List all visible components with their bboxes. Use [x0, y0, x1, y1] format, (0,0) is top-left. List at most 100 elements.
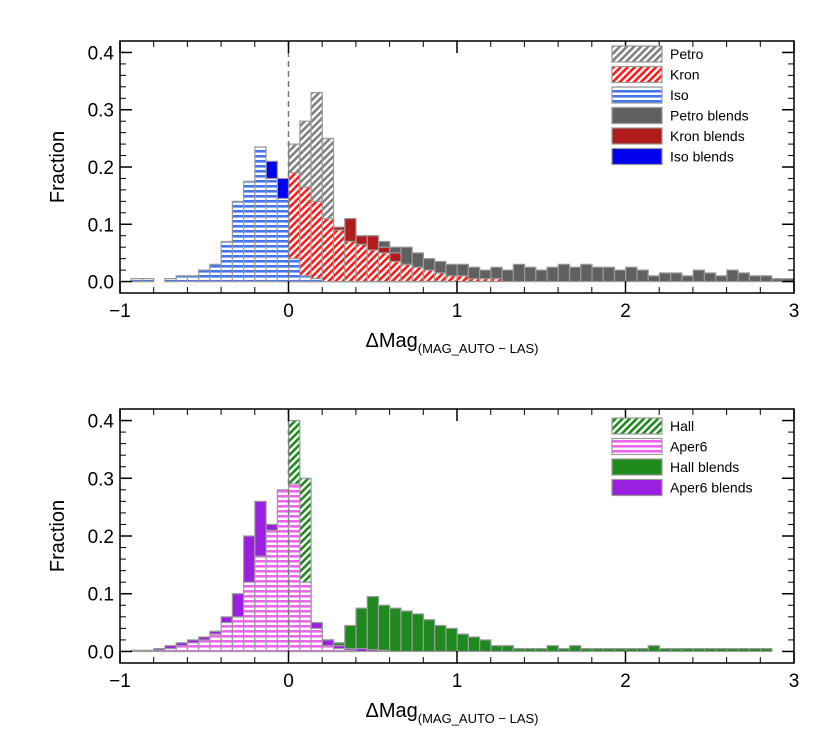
hist-bar: [198, 639, 211, 653]
y-tick-label: 0.4: [88, 43, 115, 64]
hist-bar: [591, 647, 604, 653]
hist-bar: [490, 645, 503, 653]
hist-bar: [467, 278, 481, 283]
hist-bar: [400, 610, 413, 653]
hist-bar: [141, 649, 155, 653]
hist-bar: [580, 263, 593, 283]
x-axis-label-sub: (MAG_AUTO − LAS): [418, 341, 539, 356]
legend-swatch-hall-blends: [611, 458, 663, 476]
hist-bar: [546, 266, 559, 283]
hist-bar: [512, 263, 526, 283]
hist-bar: [512, 647, 526, 653]
legend-label-hall: Hall: [670, 418, 694, 434]
legend-label-aper6: Aper6: [670, 439, 708, 455]
hist-bar: [523, 266, 537, 283]
hist-bar: [377, 604, 391, 653]
hist-bar: [647, 275, 661, 283]
y-axis-label: Fraction: [47, 131, 69, 203]
legend-label-petro: Petro: [670, 46, 704, 62]
hist-bar: [737, 647, 750, 653]
y-tick-label: 0.3: [88, 469, 114, 490]
hist-bar: [355, 647, 368, 653]
series-iso: [130, 146, 323, 283]
x-axis-label-main: ΔMag: [365, 330, 417, 352]
hist-bar: [602, 647, 616, 653]
hist-bar: [299, 581, 312, 653]
hist-bar: [299, 275, 312, 283]
hist-bar: [568, 266, 582, 283]
hist-bar: [658, 647, 672, 653]
hist-bar: [602, 266, 616, 283]
hist-bar: [355, 243, 368, 283]
hist-bar: [501, 269, 514, 283]
x-tick-label: 0: [283, 301, 294, 322]
hist-bar: [310, 200, 323, 283]
hist-bar: [748, 647, 762, 653]
hist-bar: [254, 555, 267, 653]
hist-bar: [445, 275, 458, 283]
hist-bar: [231, 200, 245, 283]
hist-bar: [625, 647, 638, 653]
hist-bar: [670, 272, 683, 283]
y-tick-label: 0.0: [88, 273, 114, 294]
hist-bar: [726, 647, 739, 653]
x-tick-label: 1: [452, 671, 463, 692]
hist-bar: [141, 278, 155, 283]
hist-bar: [625, 266, 638, 283]
x-tick-label: 2: [620, 301, 631, 322]
hist-bar: [737, 272, 750, 283]
hist-bar: [580, 647, 593, 653]
hist-bar: [209, 633, 222, 653]
legend-swatch-iso: [611, 86, 663, 104]
hist-bar: [265, 529, 278, 653]
legend-swatch-aper6: [611, 437, 663, 456]
hist-bar: [760, 275, 773, 283]
hist-bar: [276, 489, 290, 653]
hist-bar: [243, 581, 256, 653]
hist-bar: [692, 269, 706, 283]
series-aper6: [153, 483, 357, 653]
hist-bar: [568, 645, 582, 653]
hist-bar: [209, 263, 222, 283]
y-tick-label: 0.1: [88, 585, 114, 606]
hist-bar: [760, 647, 773, 653]
hist-bar: [479, 639, 492, 653]
hist-bar: [299, 186, 312, 283]
hist-bar: [557, 647, 571, 653]
legend-label-kron: Kron: [670, 67, 700, 83]
hist-bar: [456, 633, 470, 653]
hist-bar: [344, 624, 357, 653]
hist-bar: [332, 229, 346, 283]
hist-bar: [434, 272, 447, 283]
bottom-panel: −1 0 1 2 3 0.0 0.1 0.2 0.3 0.4 ΔMag(MAG_AUTO − LAS…: [47, 408, 800, 726]
legend-label-aper6-blends: Aper6 blends: [670, 480, 753, 496]
hist-bar: [726, 269, 739, 283]
top-panel: −1 0 1 2 3 0.0 0.1 0.2 0.3 0.4 ΔMag(MAG_AUTO − LAS…: [47, 40, 800, 356]
hist-bar: [355, 607, 368, 653]
hist-bar: [456, 275, 470, 283]
hist-bar: [670, 647, 683, 653]
y-tick-label: 0.1: [88, 215, 114, 236]
hist-bar: [389, 260, 402, 283]
hist-bar: [377, 649, 391, 653]
legend-swatch-aper6-blends: [611, 478, 663, 497]
x-tick-label: 3: [789, 671, 800, 692]
hist-bar: [535, 647, 548, 653]
legend-swatch-kron-blends: [611, 127, 663, 145]
hist-bar: [636, 647, 649, 653]
hist-bar: [479, 278, 492, 283]
hist-bar: [445, 627, 458, 653]
hist-bar: [265, 177, 278, 283]
hist-bar: [636, 269, 649, 283]
series-hall-blends: [299, 596, 773, 653]
hist-bar: [591, 266, 604, 283]
hist-bar: [377, 252, 391, 283]
hist-bar: [344, 240, 357, 283]
legend-label-kron-blends: Kron blends: [670, 128, 745, 144]
hist-bar: [771, 278, 784, 283]
hist-bar: [523, 647, 537, 653]
hist-bar: [321, 645, 335, 653]
x-tick-label: 3: [789, 301, 800, 322]
hist-bar: [501, 645, 514, 653]
x-tick-label: 0: [283, 671, 294, 692]
